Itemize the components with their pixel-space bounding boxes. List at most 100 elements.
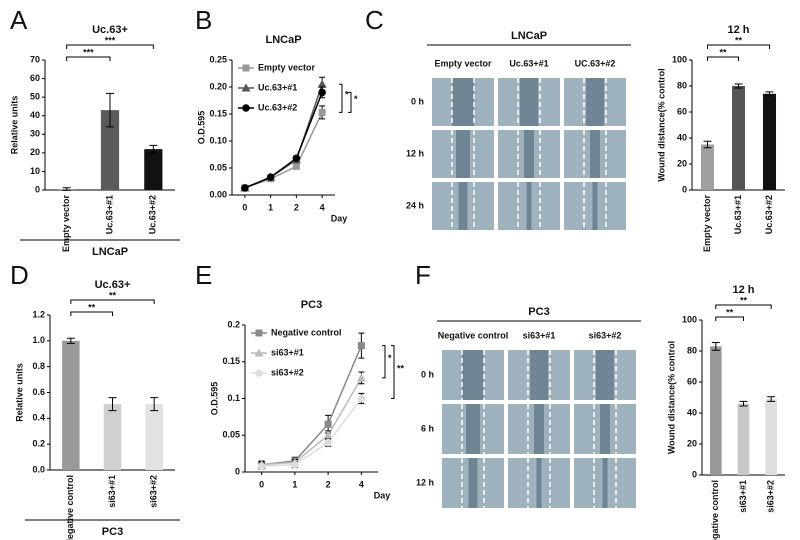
point <box>357 394 366 403</box>
point <box>318 108 326 116</box>
significance-bracket <box>382 345 386 379</box>
significance-bracket <box>715 304 772 309</box>
wound-gap <box>534 404 544 454</box>
y-tick-label: 1.0 <box>32 335 45 345</box>
significance-bracket <box>70 299 155 304</box>
x-tick-label: 0 <box>259 479 264 489</box>
panel-letter: B <box>195 5 212 35</box>
wound-gap <box>536 458 542 508</box>
panel-letter: E <box>195 260 212 290</box>
wound-gap <box>524 130 534 178</box>
x-tick-label: si63+#2 <box>149 475 159 508</box>
wound-gap <box>602 458 608 508</box>
chart-title: 12 h <box>732 284 754 296</box>
bar <box>145 404 163 470</box>
point <box>291 460 299 469</box>
x-tick-label: Uc.63+#1 <box>733 195 743 234</box>
x-tick-label: Negative control <box>65 475 75 540</box>
column-label: si63+#2 <box>589 330 622 340</box>
bar <box>731 86 746 190</box>
series-line <box>261 377 363 466</box>
point <box>266 173 275 181</box>
point <box>292 162 300 170</box>
wound-gap <box>458 182 468 230</box>
y-tick-label: 70 <box>30 54 40 64</box>
error-bar <box>106 92 114 128</box>
y-axis-label: O.D.595 <box>196 111 206 145</box>
wound-gap <box>586 78 604 126</box>
row-label: 12 h <box>416 477 434 487</box>
bar <box>62 340 80 470</box>
column-label: Empty vector <box>434 58 492 68</box>
bar <box>710 346 722 475</box>
y-tick-label: 0.25 <box>209 54 227 64</box>
error-bar <box>66 337 75 344</box>
y-tick-label: 1.2 <box>32 309 45 319</box>
panel-letter: A <box>10 5 28 35</box>
error-bar <box>767 396 776 402</box>
point <box>317 79 327 88</box>
legend-marker <box>242 104 250 112</box>
error-bar <box>734 83 743 89</box>
y-tick-label: 40 <box>687 407 697 417</box>
panel-letter: F <box>415 260 431 290</box>
significance-label: * <box>388 353 392 363</box>
y-axis-label: Relative units <box>9 96 19 155</box>
y-axis-label: Relative units <box>14 363 24 422</box>
point <box>257 462 266 470</box>
panel-letter: C <box>365 5 384 35</box>
wound-gap <box>520 78 538 126</box>
bar <box>700 144 715 190</box>
y-tick-label: 0.20 <box>209 81 227 91</box>
significance-label: * <box>345 90 349 100</box>
wound-gap <box>590 130 600 178</box>
significance-label: * <box>354 94 358 104</box>
assay-title: LNCaP <box>511 30 547 42</box>
y-axis-label: O.D.595 <box>209 382 219 416</box>
x-axis-label: Day <box>374 490 391 500</box>
bar <box>762 93 777 190</box>
y-tick-label: 80 <box>677 80 687 90</box>
y-tick-label: 40 <box>677 132 687 142</box>
significance-label: ** <box>88 302 96 312</box>
y-tick-label: 10 <box>30 166 40 176</box>
point <box>324 438 332 447</box>
assay-title: PC3 <box>528 306 549 318</box>
bar <box>765 399 777 475</box>
x-tick-label: 1 <box>268 202 273 212</box>
y-axis-label: Wound distance(% control <box>656 68 666 181</box>
legend-label: Uc.63+#1 <box>258 82 297 92</box>
significance-bracket <box>391 345 395 399</box>
legend-label: Empty vector <box>258 62 316 72</box>
significance-bracket <box>339 83 343 113</box>
y-tick-label: 0.6 <box>32 387 45 397</box>
wound-gap <box>466 404 480 454</box>
y-tick-label: 0 <box>692 469 697 479</box>
x-tick-label: Empty vector <box>702 195 712 253</box>
significance-label: ** <box>397 363 405 373</box>
x-tick-label: Uc.63+#1 <box>104 195 114 234</box>
wound-gap <box>600 404 610 454</box>
error-bar <box>108 397 117 412</box>
row-label: 6 h <box>421 423 434 433</box>
x-tick-label: si63+#1 <box>738 480 748 513</box>
significance-label: ** <box>109 290 117 300</box>
y-tick-label: 20 <box>687 438 697 448</box>
x-tick-label: Uc.63+#2 <box>764 195 774 234</box>
y-tick-label: 20 <box>677 158 687 168</box>
significance-label: *** <box>105 35 116 45</box>
wound-gap <box>526 182 532 230</box>
legend-label: Negative control <box>271 327 342 337</box>
y-tick-label: 60 <box>687 376 697 386</box>
legend-marker <box>254 348 264 357</box>
bar <box>737 403 750 475</box>
wound-gap <box>456 130 470 178</box>
point <box>357 342 365 350</box>
column-label: UC.63+#2 <box>575 58 616 68</box>
row-label: 0 h <box>411 96 424 106</box>
significance-bracket <box>715 316 744 321</box>
point <box>318 88 326 97</box>
point <box>324 420 332 428</box>
x-tick-label: 0 <box>242 202 247 212</box>
x-tick-label: Uc.63+#2 <box>148 195 158 234</box>
